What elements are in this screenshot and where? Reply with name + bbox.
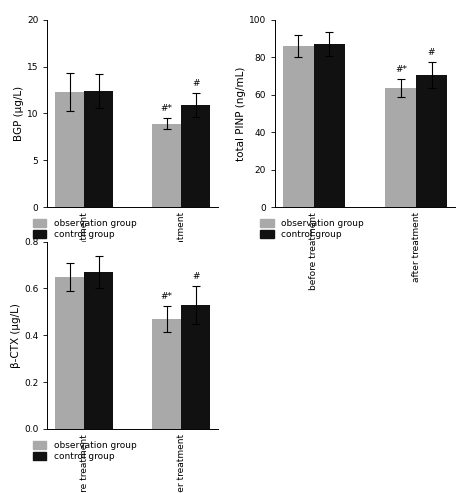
Text: #: # [428,48,435,57]
Text: #: # [192,272,200,282]
Bar [84,91,113,207]
Bar [84,272,113,429]
Text: #*: #* [395,65,407,74]
Y-axis label: BGP (μg/L): BGP (μg/L) [14,86,24,141]
Bar [283,46,314,207]
Bar [385,88,416,207]
Y-axis label: total PINP (ng/mL): total PINP (ng/mL) [236,66,246,161]
Bar [181,105,210,207]
Bar [55,92,84,207]
Bar [314,44,345,207]
Legend: observation group, control group: observation group, control group [33,219,137,240]
Bar [152,319,181,429]
Y-axis label: β-CTX (μg/L): β-CTX (μg/L) [11,303,21,368]
Text: #*: #* [161,105,173,113]
Bar [152,124,181,207]
Bar [416,75,447,207]
Bar [55,277,84,429]
Legend: observation group, control group: observation group, control group [33,441,137,461]
Text: #: # [192,79,200,88]
Bar [181,305,210,429]
Text: #*: #* [161,292,173,301]
Legend: observation group, control group: observation group, control group [261,219,364,240]
